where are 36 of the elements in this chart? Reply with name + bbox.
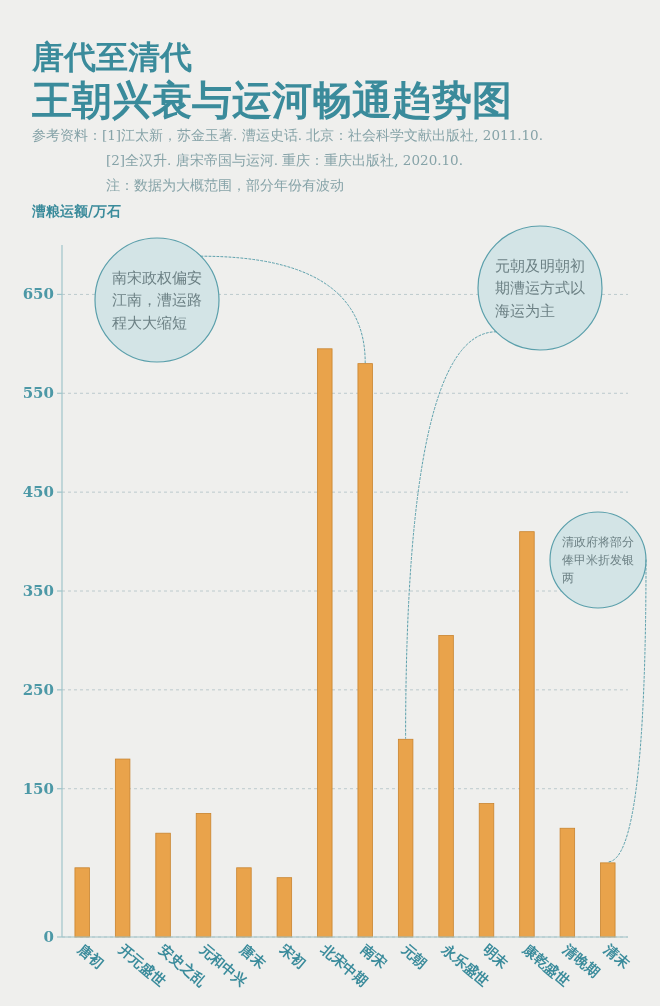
y-tick-label: 0 <box>43 928 54 946</box>
annotation: 南宋政权偏安江南，漕运路程大大缩短 <box>112 268 202 332</box>
bar <box>195 813 212 938</box>
bar <box>478 803 495 938</box>
bar <box>236 867 252 938</box>
chart-title: 王朝兴衰与运河畅通趋势图 <box>31 76 512 123</box>
y-tick-label: 550 <box>22 384 54 403</box>
y-tick-label: 350 <box>22 582 54 600</box>
bar <box>600 862 616 938</box>
x-tick-label: 宋初 <box>276 940 310 972</box>
chart-subtitle: 唐代至清代 <box>31 38 192 76</box>
bar <box>317 348 333 938</box>
y-axis-title: 漕粮运额/万石 <box>31 203 122 219</box>
text: 参考资料：[1]江太新，苏金玉著. 漕运史话. 北京：社会科学文献出版社, 2011.10. <box>32 127 543 143</box>
x-tick-label: 清末 <box>600 940 634 972</box>
bar <box>519 531 535 938</box>
bar <box>114 758 131 938</box>
bar <box>438 635 454 938</box>
y-tick-label: 450 <box>22 483 54 502</box>
x-tick-label: 明末 <box>479 941 513 972</box>
x-tick-label: 元朝 <box>397 940 431 972</box>
bar <box>276 877 293 938</box>
y-tick-label: 250 <box>22 680 54 699</box>
bar <box>357 363 373 938</box>
text: 注：数据为大概范围，部分年份有波动 <box>106 177 344 193</box>
x-tick-label: 唐末 <box>236 940 270 972</box>
bar <box>155 832 171 938</box>
annotation: 元朝及明朝初期漕运方式以海运为主 <box>495 256 585 320</box>
x-tick-label: 唐初 <box>74 940 108 972</box>
y-tick-label: 150 <box>22 779 54 798</box>
bar <box>74 867 90 938</box>
bar <box>397 738 414 938</box>
y-tick-label: 650 <box>22 285 54 304</box>
bar <box>559 827 576 938</box>
text: [2]全汉升. 唐宋帝国与运河. 重庆：重庆出版社, 2020.10. <box>106 152 463 168</box>
annotation: 清政府将部分俸甲米折发银两 <box>562 535 634 586</box>
